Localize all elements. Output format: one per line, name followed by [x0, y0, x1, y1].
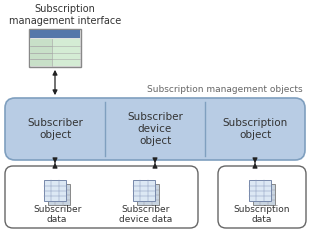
FancyBboxPatch shape: [133, 180, 155, 201]
FancyBboxPatch shape: [5, 98, 305, 160]
FancyBboxPatch shape: [218, 166, 306, 228]
Text: Subscription
management interface: Subscription management interface: [9, 4, 121, 26]
FancyBboxPatch shape: [48, 184, 70, 205]
Text: Subscriber
data: Subscriber data: [33, 205, 81, 224]
FancyBboxPatch shape: [30, 39, 53, 66]
FancyBboxPatch shape: [249, 180, 271, 201]
FancyBboxPatch shape: [253, 184, 275, 205]
Text: Subscription
object: Subscription object: [222, 118, 288, 140]
Text: Subscription management objects: Subscription management objects: [147, 85, 303, 94]
FancyBboxPatch shape: [29, 29, 81, 67]
Text: Subscription
data: Subscription data: [234, 205, 290, 224]
FancyBboxPatch shape: [137, 184, 159, 205]
FancyBboxPatch shape: [30, 39, 80, 66]
FancyBboxPatch shape: [44, 180, 66, 201]
Text: Subscriber
object: Subscriber object: [27, 118, 83, 140]
Text: Subscriber
device
object: Subscriber device object: [127, 112, 183, 146]
Text: Subscriber
device data: Subscriber device data: [119, 205, 173, 224]
FancyBboxPatch shape: [5, 166, 198, 228]
FancyBboxPatch shape: [30, 30, 80, 38]
